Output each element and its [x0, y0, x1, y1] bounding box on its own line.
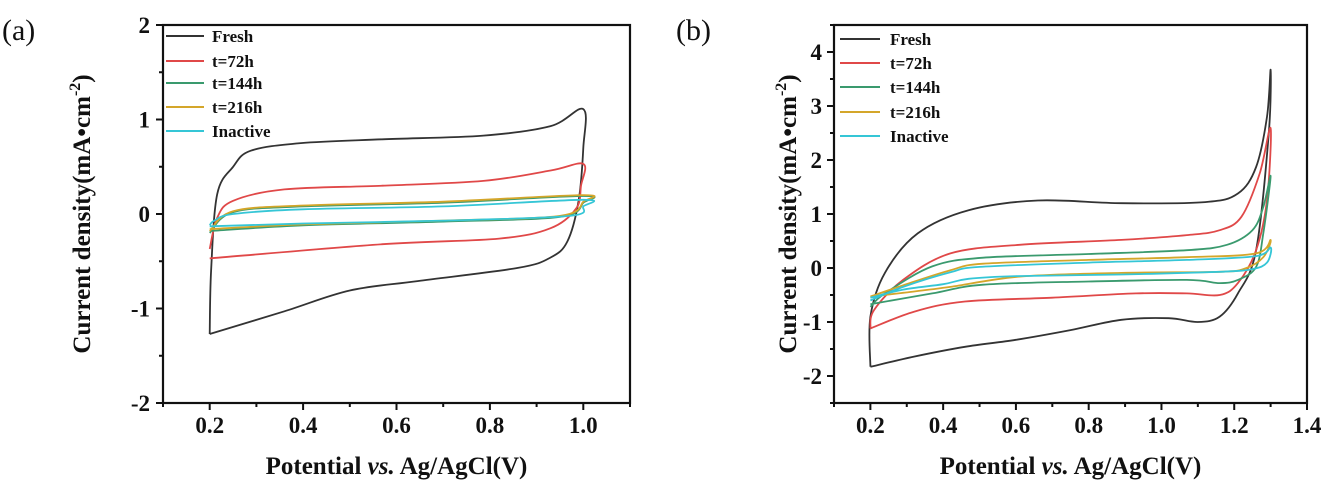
y-axis-label-sup: -2	[67, 83, 84, 96]
x-tick-label: 0.2	[195, 413, 224, 438]
series-line-inactive	[208, 198, 596, 228]
legend-label: Inactive	[212, 122, 271, 141]
y-axis-label-end: )	[69, 74, 96, 82]
y-axis-label: Current density(mA•cm-2)	[67, 74, 96, 353]
x-axis-label-pre: Potential	[940, 453, 1042, 480]
y-tick-label: 2	[811, 148, 823, 173]
x-tick-label: 0.8	[476, 413, 505, 438]
x-tick-label: 1.2	[1220, 413, 1249, 438]
series-line-inactive	[870, 246, 1273, 302]
x-axis-label-pre: Potential	[266, 453, 368, 480]
legend-label: t=72h	[890, 54, 932, 73]
x-tick-label: 0.6	[382, 413, 411, 438]
y-tick-label: -1	[131, 297, 150, 322]
y-axis-label-end: )	[775, 74, 802, 82]
y-tick-label: -2	[803, 364, 822, 389]
x-tick-label: 0.4	[929, 413, 958, 438]
chart-panel-a: (a) Fresh t=72h t=144h t=216h Inactive 0.2 0.4 0…	[2, 13, 632, 480]
legend-label: t=72h	[212, 52, 254, 71]
x-tick-label: 1.4	[1293, 413, 1322, 438]
x-axis-label: Potential vs. Ag/AgCl(V)	[266, 453, 528, 480]
y-tick-label: 4	[811, 40, 823, 65]
x-tick-label: 0.6	[1002, 413, 1031, 438]
y-tick-label: 1	[811, 202, 823, 227]
legend-label: Inactive	[890, 127, 949, 146]
panel-label: (b)	[676, 14, 711, 47]
legend-label: Fresh	[890, 30, 932, 49]
legend-label: t=144h	[212, 74, 263, 93]
x-axis-label: Potential vs. Ag/AgCl(V)	[940, 453, 1202, 480]
x-tick-label: 1.0	[569, 413, 598, 438]
y-tick-label: 0	[811, 256, 823, 281]
legend-label: t=216h	[212, 98, 263, 117]
legend-label: t=144h	[890, 78, 941, 97]
y-axis-label-sup: -2	[773, 83, 790, 96]
y-tick-label: 2	[139, 13, 151, 38]
legend-label: t=216h	[890, 103, 941, 122]
series-line-t-72h	[208, 162, 587, 260]
y-axis-label-main: Current density(mA•cm	[69, 96, 96, 354]
x-axis-label-post: Ag/AgCl(V)	[395, 453, 528, 480]
x-axis-label-italic: vs.	[1042, 453, 1069, 480]
series-line-t-144h	[869, 174, 1272, 308]
x-axis-label-post: Ag/AgCl(V)	[1069, 453, 1202, 480]
x-tick-label: 0.4	[289, 413, 318, 438]
y-tick-label: 3	[811, 94, 823, 119]
y-axis-label-main: Current density(mA•cm	[775, 96, 802, 354]
y-axis-label: Current density(mA•cm-2)	[773, 74, 802, 353]
y-tick-label: 1	[139, 108, 151, 133]
y-tick-label: -1	[803, 310, 822, 335]
series-line-t-72h	[869, 127, 1272, 330]
y-tick-label: -2	[131, 391, 150, 416]
series-line-fresh	[868, 68, 1272, 368]
series-line-fresh	[208, 107, 587, 335]
x-tick-label: 0.2	[856, 413, 885, 438]
y-tick-label: 0	[139, 202, 151, 227]
chart-panel-b: (b) Fresh t=72h t=144h t=216h Inactive 0.2 0.4 0…	[676, 14, 1322, 480]
x-axis-label-italic: vs.	[368, 453, 395, 480]
x-tick-label: 0.8	[1074, 413, 1103, 438]
series-line-t-216h	[209, 194, 596, 232]
series-line-t-216h	[870, 238, 1272, 298]
panel-label: (a)	[2, 14, 35, 47]
x-tick-label: 1.0	[1147, 413, 1176, 438]
legend-label: Fresh	[212, 27, 254, 46]
